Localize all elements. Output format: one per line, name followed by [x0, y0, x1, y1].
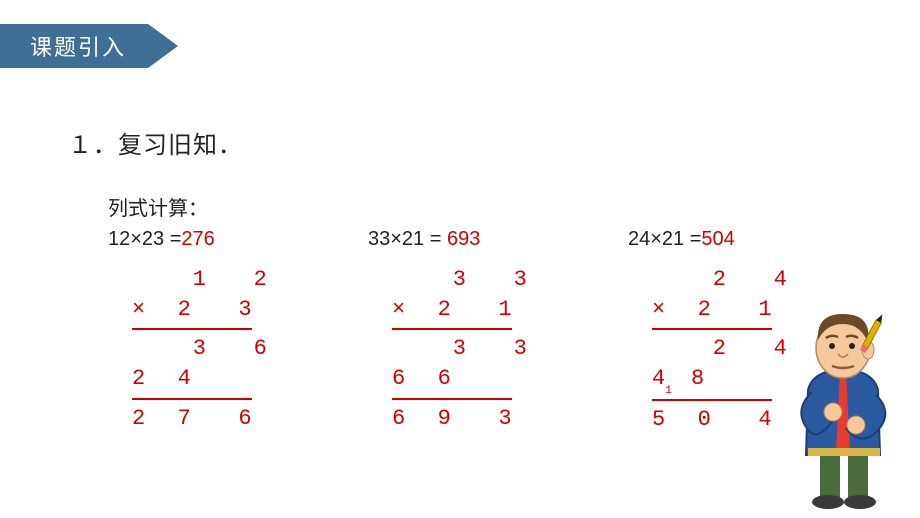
vrow: 1 2 — [132, 265, 262, 295]
vertical-calc-2: 3 3 × 2 1 3 3 6 6 6 9 3 — [392, 265, 522, 433]
section-banner: 课题引入 — [0, 24, 178, 68]
thinking-man-icon — [778, 300, 908, 510]
expr: 12×23 = — [108, 228, 181, 250]
rule-line — [392, 328, 512, 330]
problem-1: 12×23 =276 1 2 × 2 3 3 6 2 4 2 7 6 — [108, 228, 278, 435]
vrow: 6 6 — [392, 364, 522, 394]
vrow: 2 7 6 — [132, 404, 262, 434]
vrow: 3 6 — [132, 334, 262, 364]
rule-line — [392, 398, 512, 400]
vrow: 6 9 3 — [392, 404, 522, 434]
vertical-calc-3: 2 4 × 2 1 2 4 41 8 5 0 4 — [652, 265, 782, 435]
expr: 33×21 = — [368, 228, 441, 250]
vrow: 2 4 — [652, 334, 782, 364]
vrow: 3 3 — [392, 265, 522, 295]
answer: 693 — [441, 228, 480, 250]
equation-2: 33×21 = 693 — [368, 228, 538, 251]
rule-line — [132, 398, 252, 400]
expr: 24×21 = — [628, 228, 701, 250]
vertical-calc-1: 1 2 × 2 3 3 6 2 4 2 7 6 — [132, 265, 262, 433]
vrow: × 2 1 — [392, 295, 522, 325]
vrow: × 2 3 — [132, 295, 262, 325]
vrow: 5 0 4 — [652, 405, 782, 435]
vrow: 2 4 — [652, 265, 782, 295]
page-heading: １．复习旧知． — [68, 125, 243, 160]
rule-line — [132, 328, 252, 330]
rule-line — [652, 399, 772, 401]
vrow: 3 3 — [392, 334, 522, 364]
vrow-carry: 41 8 — [652, 364, 782, 395]
sub-heading: 列式计算： — [108, 192, 208, 221]
answer: 276 — [181, 228, 214, 250]
banner-arrow-icon — [148, 24, 178, 68]
problems-row: 12×23 =276 1 2 × 2 3 3 6 2 4 2 7 6 33×21… — [108, 228, 798, 435]
vrow: × 2 1 — [652, 295, 782, 325]
rule-line — [652, 328, 772, 330]
vrow: 2 4 — [132, 364, 262, 394]
equation-1: 12×23 =276 — [108, 228, 278, 251]
problem-2: 33×21 = 693 3 3 × 2 1 3 3 6 6 6 9 3 — [368, 228, 538, 435]
problem-3: 24×21 =504 2 4 × 2 1 2 4 41 8 5 0 4 — [628, 228, 798, 435]
answer: 504 — [701, 228, 734, 250]
banner-title: 课题引入 — [0, 24, 148, 68]
p2: 41 8 — [652, 366, 706, 391]
equation-3: 24×21 =504 — [628, 228, 798, 251]
